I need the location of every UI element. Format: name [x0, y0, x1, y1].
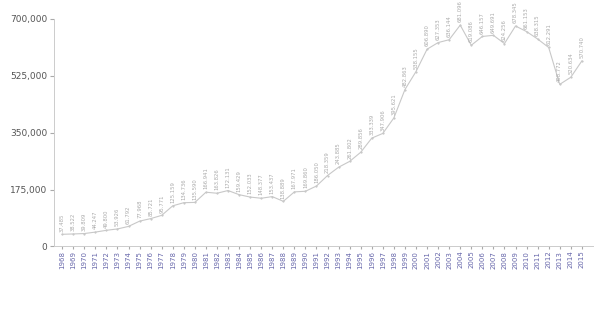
Text: 163.826: 163.826 [215, 169, 220, 191]
Text: 289.856: 289.856 [358, 128, 363, 149]
Text: 638.315: 638.315 [535, 15, 540, 36]
Text: 125.159: 125.159 [170, 181, 175, 203]
Text: 38.522: 38.522 [71, 213, 76, 231]
Text: 243.885: 243.885 [336, 143, 341, 164]
Text: 619.086: 619.086 [469, 21, 474, 42]
Text: 395.621: 395.621 [391, 93, 396, 115]
Text: 153.437: 153.437 [270, 172, 275, 194]
Text: 77.968: 77.968 [137, 200, 142, 218]
Text: 347.906: 347.906 [381, 109, 385, 131]
Text: 498.772: 498.772 [557, 60, 562, 82]
Text: 39.809: 39.809 [82, 212, 87, 231]
Text: 148.377: 148.377 [259, 174, 264, 196]
Text: 661.153: 661.153 [524, 7, 529, 29]
Text: 138.889: 138.889 [281, 177, 286, 198]
Text: 482.863: 482.863 [402, 65, 407, 87]
Text: 49.800: 49.800 [104, 209, 109, 228]
Text: 678.345: 678.345 [513, 2, 518, 23]
Text: 538.155: 538.155 [413, 47, 419, 69]
Text: 166.941: 166.941 [203, 167, 209, 189]
Text: 172.131: 172.131 [226, 166, 231, 188]
Text: 95.771: 95.771 [159, 194, 164, 213]
Text: 159.429: 159.429 [237, 170, 241, 192]
Text: 85.721: 85.721 [148, 197, 153, 216]
Text: 61.792: 61.792 [126, 205, 131, 224]
Text: 167.971: 167.971 [292, 167, 297, 189]
Text: 333.339: 333.339 [369, 114, 374, 135]
Text: 520.634: 520.634 [568, 53, 574, 75]
Text: 169.860: 169.860 [303, 167, 308, 188]
Text: 646.157: 646.157 [480, 12, 485, 34]
Text: 134.736: 134.736 [182, 178, 186, 200]
Text: 624.256: 624.256 [502, 19, 507, 41]
Text: 186.050: 186.050 [314, 161, 319, 183]
Text: 37.485: 37.485 [60, 213, 65, 232]
Text: 218.359: 218.359 [325, 151, 330, 173]
Text: 649.691: 649.691 [491, 11, 496, 33]
Text: 681.096: 681.096 [458, 0, 463, 22]
Text: 570.740: 570.740 [580, 36, 584, 58]
Text: 135.590: 135.590 [192, 178, 197, 200]
Text: 53.926: 53.926 [115, 208, 120, 226]
Text: 261.802: 261.802 [347, 137, 352, 159]
Text: 627.353: 627.353 [436, 18, 440, 40]
Text: 606.890: 606.890 [425, 25, 430, 46]
Text: 152.033: 152.033 [247, 173, 253, 194]
Text: 44.247: 44.247 [93, 211, 98, 229]
Text: 636.144: 636.144 [446, 15, 452, 37]
Text: 612.291: 612.291 [546, 23, 551, 45]
